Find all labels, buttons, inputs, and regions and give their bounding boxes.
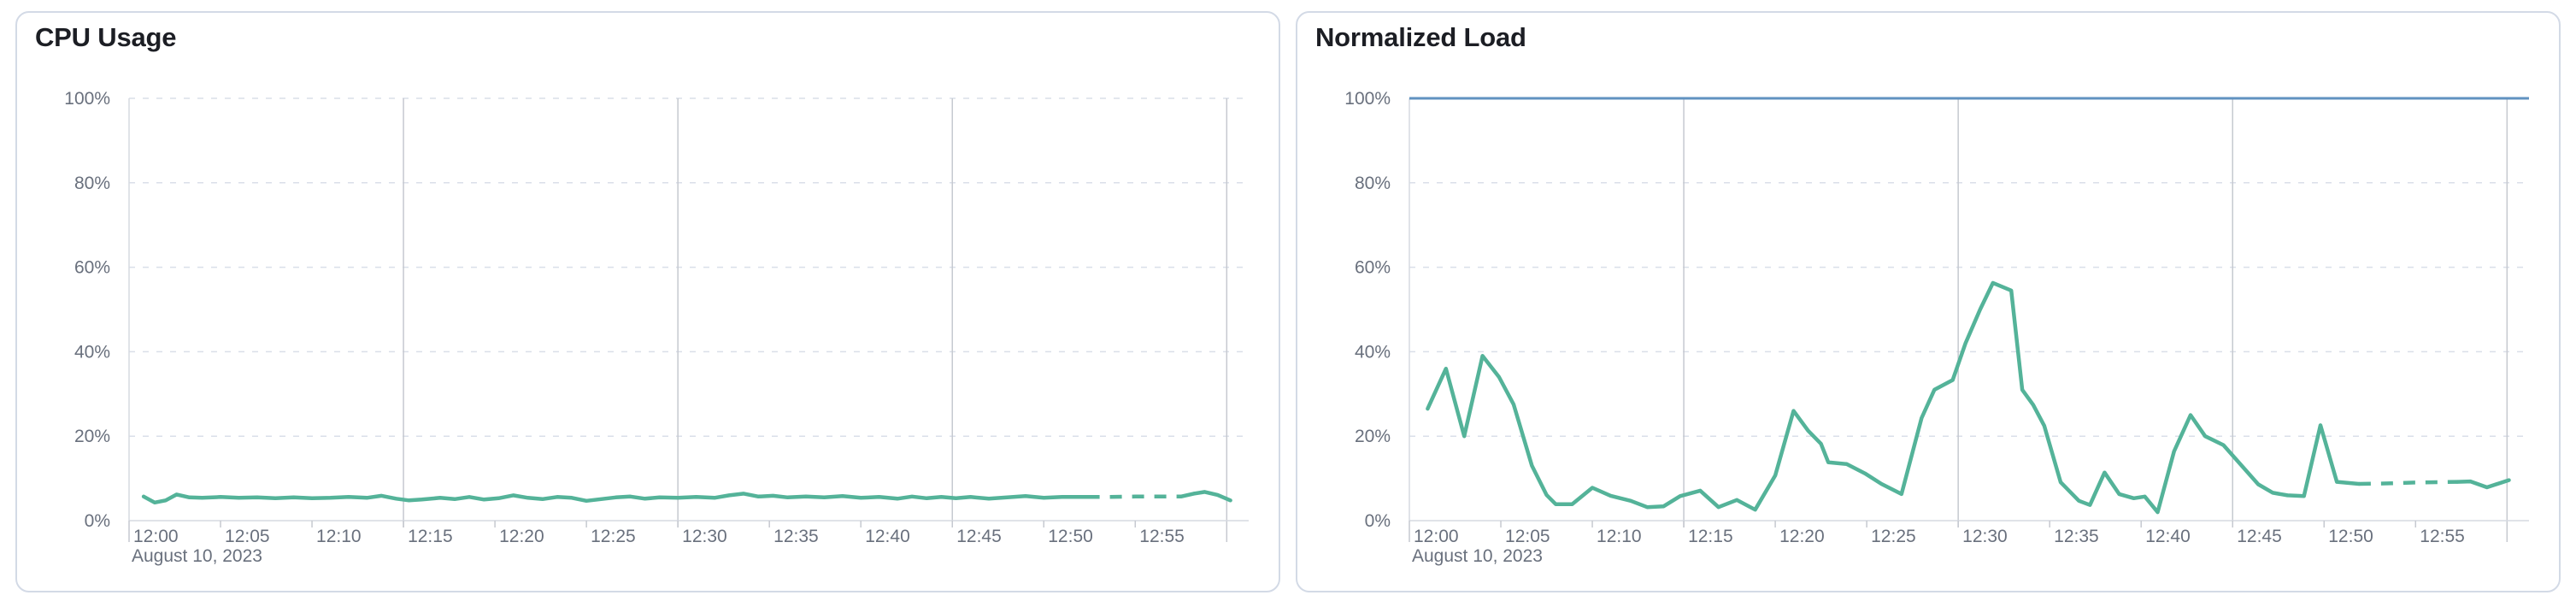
svg-text:12:25: 12:25 [1871, 527, 1916, 546]
svg-text:12:05: 12:05 [1505, 527, 1550, 546]
svg-text:12:35: 12:35 [773, 527, 819, 546]
svg-text:12:35: 12:35 [2054, 527, 2099, 546]
svg-text:12:00: 12:00 [1414, 527, 1459, 546]
svg-text:12:20: 12:20 [1779, 527, 1825, 546]
svg-text:12:55: 12:55 [2420, 527, 2465, 546]
svg-text:100%: 100% [64, 89, 110, 109]
normalized-load-chart[interactable]: 12:00 12:05 12:10 12:15 12:20 12:25 12:30 12:35… [1297, 13, 2559, 591]
svg-text:12:45: 12:45 [956, 527, 1002, 546]
svg-text:60%: 60% [1355, 258, 1391, 278]
svg-text:12:40: 12:40 [2145, 527, 2191, 546]
svg-text:20%: 20% [74, 427, 110, 446]
svg-text:12:30: 12:30 [682, 527, 727, 546]
svg-text:12:30: 12:30 [1962, 527, 2008, 546]
svg-text:12:50: 12:50 [1048, 527, 1093, 546]
cpu-usage-title: CPU Usage [35, 22, 177, 52]
svg-text:12:55: 12:55 [1139, 527, 1185, 546]
svg-text:12:45: 12:45 [2237, 527, 2282, 546]
svg-text:0%: 0% [1365, 511, 1391, 531]
svg-text:12:20: 12:20 [499, 527, 544, 546]
svg-text:40%: 40% [1355, 342, 1391, 362]
svg-text:40%: 40% [74, 342, 110, 362]
svg-text:12:00: 12:00 [133, 527, 179, 546]
svg-text:12:15: 12:15 [408, 527, 453, 546]
normalized-load-panel: Normalized Load 12:00 12:05 12:10 12:15 12:2… [1296, 11, 2561, 592]
svg-text:100%: 100% [1344, 89, 1391, 109]
svg-text:12:40: 12:40 [865, 527, 910, 546]
cpu-usage-chart[interactable]: 12:00 12:05 12:10 12:15 12:20 12:25 12:30 12:35… [17, 13, 1279, 591]
svg-text:80%: 80% [74, 174, 110, 193]
svg-text:August 10, 2023: August 10, 2023 [132, 546, 262, 566]
svg-text:12:50: 12:50 [2328, 527, 2373, 546]
svg-text:12:15: 12:15 [1688, 527, 1733, 546]
svg-text:60%: 60% [74, 258, 110, 278]
svg-text:12:25: 12:25 [591, 527, 636, 546]
normalized-load-title: Normalized Load [1315, 22, 1526, 52]
svg-text:12:10: 12:10 [316, 527, 362, 546]
svg-text:August 10, 2023: August 10, 2023 [1412, 546, 1543, 566]
svg-text:12:10: 12:10 [1597, 527, 1642, 546]
svg-text:12:05: 12:05 [225, 527, 270, 546]
cpu-usage-panel: CPU Usage 12:00 12:05 12:10 12:15 12:20 12:25… [15, 11, 1280, 592]
svg-text:20%: 20% [1355, 427, 1391, 446]
svg-text:0%: 0% [85, 511, 110, 531]
svg-text:80%: 80% [1355, 174, 1391, 193]
